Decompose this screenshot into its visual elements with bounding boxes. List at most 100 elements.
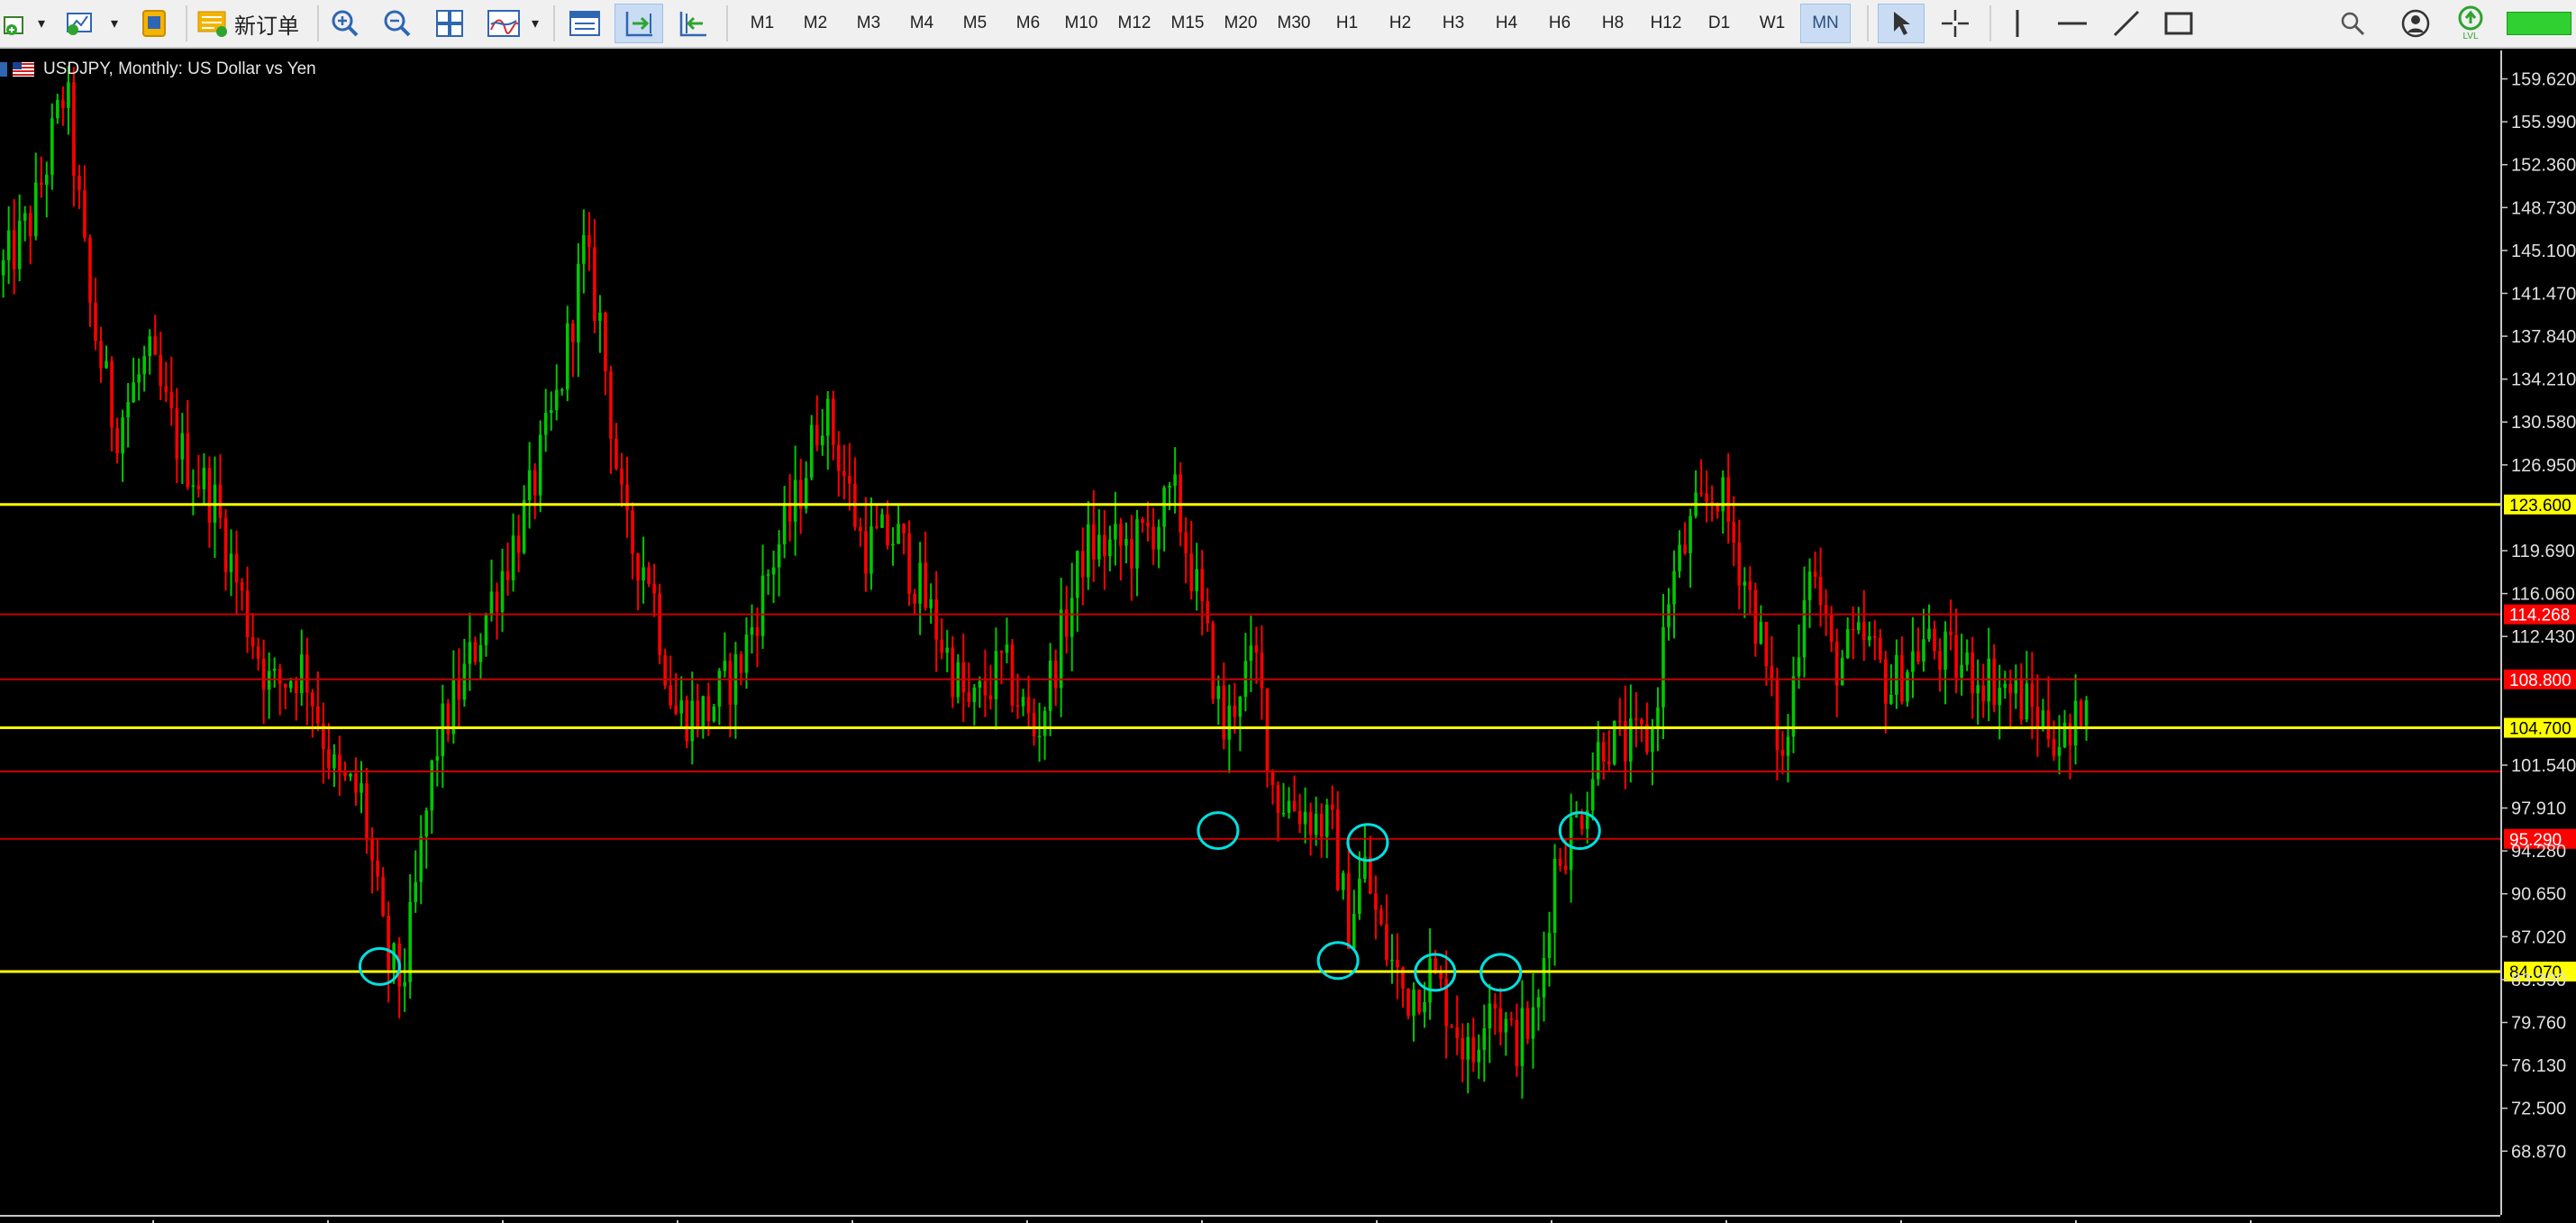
new-chart-icon[interactable] [0,4,32,43]
timeframe-m30-button[interactable]: M30 [1277,14,1311,32]
chart-canvas[interactable] [0,50,2500,1215]
candle-body [825,398,830,436]
indicators-dropdown-icon[interactable]: ▾ [531,16,540,32]
candle-body [327,749,331,769]
candle [1911,616,1915,698]
candle [1748,566,1752,614]
candle [532,462,537,519]
autoscroll-icon[interactable] [614,4,663,43]
candle [2073,674,2078,765]
account-icon[interactable] [2395,4,2436,43]
indicators-icon[interactable] [481,4,526,43]
timeframe-m12-button[interactable]: M12 [1117,14,1151,32]
candle-body [864,531,868,574]
trendline-icon[interactable] [2103,4,2150,43]
candle [1363,825,1367,883]
candle [1824,589,1828,636]
circle-marker[interactable] [1316,941,1360,981]
candle [316,671,320,732]
circle-marker[interactable] [1346,823,1389,862]
candle [1960,634,1963,696]
candle [1428,928,1432,1020]
candle-body [706,696,711,722]
candle-body [744,634,749,673]
timeframe-h4-button[interactable]: H4 [1495,14,1518,32]
circle-marker[interactable] [358,946,401,986]
candle [61,86,65,126]
candle [815,395,819,452]
search-icon[interactable] [2332,4,2373,43]
candle-body [110,361,114,428]
candle [435,726,440,787]
candle [1146,501,1150,542]
profiles-icon[interactable] [58,4,106,43]
chart-window-icon[interactable] [562,4,607,43]
cursor-icon[interactable] [1878,4,1925,43]
new-order-button[interactable]: 新订单 [195,4,303,43]
candle [478,633,483,680]
candle-body [1667,604,1670,627]
circle-marker[interactable] [1558,811,1601,851]
timeframe-m10-button[interactable]: M10 [1064,14,1098,32]
candle [869,497,873,590]
candle-body [902,524,906,534]
zoom-out-icon[interactable] [377,4,418,43]
circle-marker[interactable] [1414,953,1457,992]
circle-marker[interactable] [1197,811,1240,851]
candle-body [435,756,440,761]
candle [1971,636,1974,719]
candle-body [880,514,884,528]
candle [223,508,228,591]
timeframe-w1-button[interactable]: W1 [1759,14,1786,32]
circle-marker[interactable] [1479,953,1523,992]
price-axis[interactable]: 123.600 114.268 108.800 104.700 95.290 84.070… [2500,50,2576,1215]
candle [750,604,754,654]
candle-body [875,526,878,528]
vertical-line-icon[interactable] [1997,4,2038,43]
candle-body [218,484,223,518]
zoom-in-icon[interactable] [324,4,366,43]
timeframe-m20-button[interactable]: M20 [1224,14,1258,32]
timeframe-m5-button[interactable]: M5 [962,14,988,32]
candle [1103,509,1106,590]
timeframe-m4-button[interactable]: M4 [909,14,934,32]
candle [419,815,423,905]
candle [880,508,884,528]
timeframe-m6-button[interactable]: M6 [1015,14,1041,32]
timeframe-mn-button[interactable]: MN [1800,4,1851,43]
rectangle-icon[interactable] [2155,4,2202,43]
timeframe-h3-button[interactable]: H3 [1442,14,1465,32]
candle [1906,670,1909,707]
timeframe-h12-button[interactable]: H12 [1650,14,1682,32]
new-chart-dropdown-icon[interactable]: ▾ [37,16,46,32]
timeframe-m3-button[interactable]: M3 [856,14,881,32]
timeframe-m15-button[interactable]: M15 [1170,14,1205,32]
timeframe-m1-button[interactable]: M1 [750,14,775,32]
candle-body [234,553,239,583]
profiles-dropdown-icon[interactable]: ▾ [110,16,119,32]
candle [864,497,868,592]
candle-body [2014,679,2018,694]
crosshair-icon[interactable] [1932,4,1979,43]
candle [1114,491,1117,566]
timeframe-h1-button[interactable]: H1 [1335,14,1359,32]
price-ticks-group: 159.620 155.990 152.360 148.730 145.100 141.4… [2502,70,2576,1162]
candle-body [1710,501,1714,505]
timeframe-h2-button[interactable]: H2 [1388,14,1412,32]
horizontal-line-icon[interactable] [2049,4,2096,43]
chart-area[interactable]: USDJPY, Monthly: US Dollar vs Yen [0,50,2500,1215]
candle [793,445,797,556]
price-tick-label: 126.950 [2511,456,2576,476]
timeframe-h6-button[interactable]: H6 [1548,14,1571,32]
candle-body [1092,524,1096,560]
chart-shift-icon[interactable] [669,4,717,43]
timeframe-d1-button[interactable]: D1 [1707,14,1731,32]
candle-body [45,174,49,186]
candle-body [1173,474,1177,487]
timeframe-m2-button[interactable]: M2 [803,14,828,32]
candle [1265,688,1270,788]
timeframe-h8-button[interactable]: H8 [1601,14,1625,32]
strategy-tester-icon[interactable] [133,4,175,43]
tile-windows-icon[interactable] [429,4,470,43]
time-axis[interactable] [0,1215,2500,1223]
